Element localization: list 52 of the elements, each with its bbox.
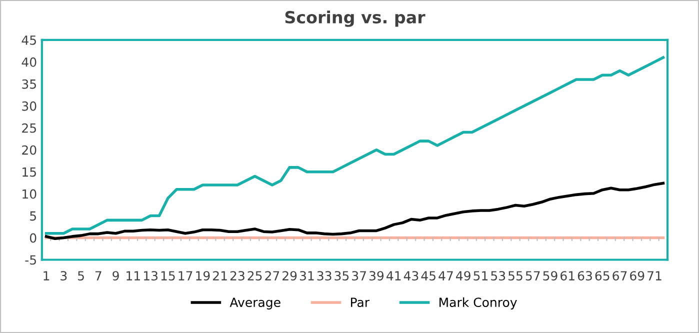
x-tick-label: 71 xyxy=(648,271,662,280)
legend-label: Mark Conroy xyxy=(440,297,517,310)
x-tick-label: 1 xyxy=(44,271,50,280)
legend-label: Average xyxy=(230,298,280,310)
y-tick-label: 15 xyxy=(22,167,36,177)
x-tick-label: 67 xyxy=(612,271,627,281)
y-tick-label: 30 xyxy=(22,101,36,111)
x-tick-label: 13 xyxy=(144,271,158,281)
x-tick-label: 31 xyxy=(300,271,314,281)
x-tick-label: 19 xyxy=(196,271,210,281)
x-tick-label: 65 xyxy=(595,271,610,281)
y-tick-label: -5 xyxy=(25,255,36,265)
x-tick-label: 5 xyxy=(78,271,84,281)
y-tick-label: 40 xyxy=(22,57,36,67)
y-tick-label: 25 xyxy=(22,123,36,133)
x-tick-label: 61 xyxy=(560,271,574,281)
x-tick-label: 33 xyxy=(317,271,332,281)
x-tick-label: 55 xyxy=(508,271,522,281)
x-tick-label: 39 xyxy=(369,271,384,281)
x-tick-label: 59 xyxy=(543,271,558,281)
line-series xyxy=(44,182,665,240)
x-tick-label: 45 xyxy=(421,271,436,281)
x-tick-label: 15 xyxy=(161,271,175,281)
x-tick-label: 37 xyxy=(352,271,366,281)
x-tick-label: 21 xyxy=(213,271,227,280)
x-tick-label: 17 xyxy=(178,271,192,280)
y-tick-label: 45 xyxy=(22,36,36,45)
x-tick-label: 23 xyxy=(230,271,244,281)
x-tick-label: 47 xyxy=(438,271,453,280)
x-tick-label: 35 xyxy=(334,271,349,281)
y-tick-label: 10 xyxy=(22,189,36,199)
y-tick-label: 0 xyxy=(30,233,36,243)
x-tick-label: 3 xyxy=(60,271,67,281)
x-tick-label: 63 xyxy=(578,271,592,281)
x-tick-label: 25 xyxy=(248,271,262,281)
x-tick-label: 53 xyxy=(491,271,506,281)
chart-title: Scoring vs. par xyxy=(285,10,426,27)
x-tick-label: 7 xyxy=(95,271,102,280)
x-tick-label: 69 xyxy=(630,271,644,281)
x-tick-label: 29 xyxy=(282,271,297,281)
y-tick-label: 5 xyxy=(30,211,36,221)
x-tick-label: 41 xyxy=(386,271,401,280)
x-tick-label: 49 xyxy=(456,271,470,281)
x-tick-label: 43 xyxy=(404,271,418,281)
x-tick-label: 27 xyxy=(265,271,280,280)
x-tick-label: 11 xyxy=(126,271,140,280)
legend-label: Par xyxy=(351,298,370,308)
y-tick-label: 35 xyxy=(22,79,36,89)
y-tick-label: 20 xyxy=(22,145,36,155)
x-tick-label: 9 xyxy=(112,271,119,281)
x-tick-label: 51 xyxy=(474,271,488,281)
x-tick-label: 57 xyxy=(526,271,540,281)
